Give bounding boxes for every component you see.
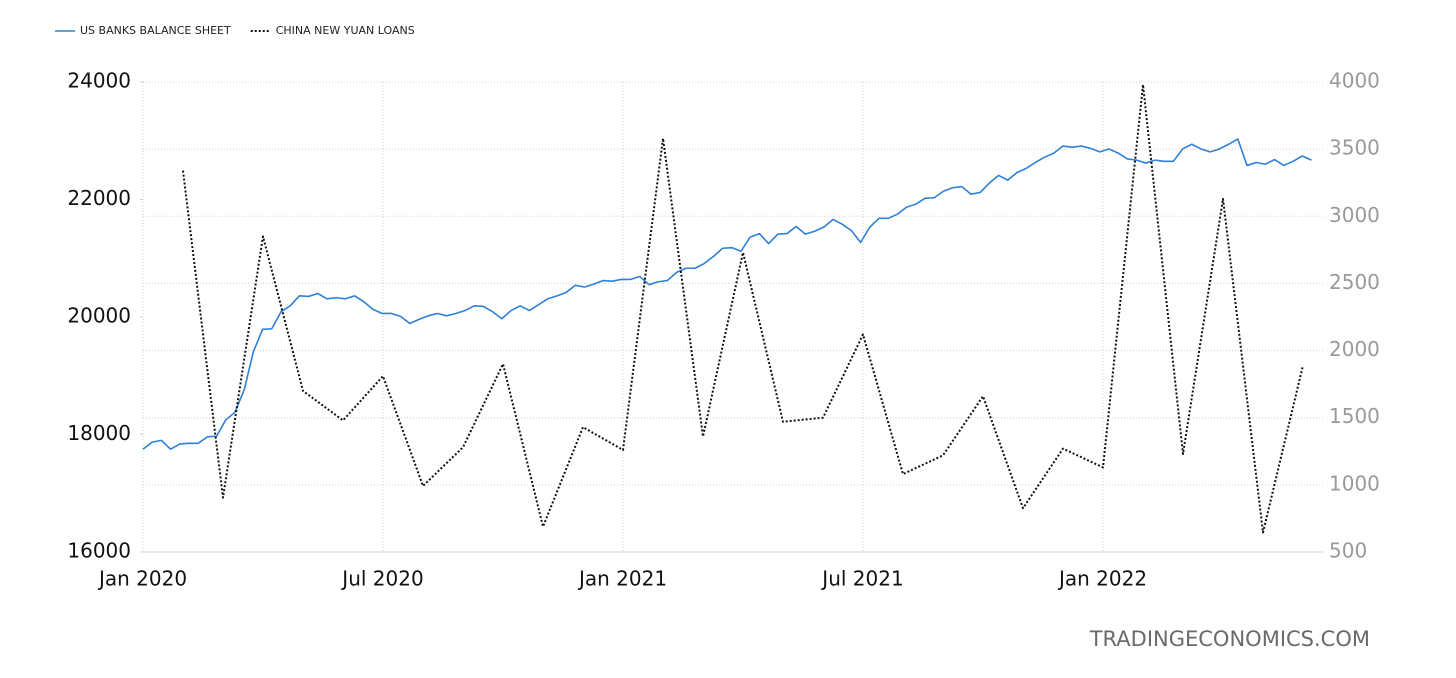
x-tick-label: Jul 2020 bbox=[340, 567, 423, 591]
y2-tick-label: 2000 bbox=[1329, 337, 1380, 361]
y2-tick-label: 1000 bbox=[1329, 471, 1380, 495]
x-tick-label: Jan 2020 bbox=[97, 567, 187, 591]
y-tick-label: 24000 bbox=[67, 69, 131, 93]
source-watermark: TRADINGECONOMICS.COM bbox=[1089, 627, 1370, 651]
y-tick-label: 16000 bbox=[67, 539, 131, 563]
x-tick-label: Jan 2022 bbox=[1057, 567, 1147, 591]
y-tick-label: 20000 bbox=[67, 304, 131, 328]
y2-tick-label: 1500 bbox=[1329, 404, 1380, 428]
y2-tick-label: 3000 bbox=[1329, 203, 1380, 227]
x-tick-label: Jul 2021 bbox=[820, 567, 903, 591]
x-tick-label: Jan 2021 bbox=[577, 567, 667, 591]
y-tick-label: 22000 bbox=[67, 186, 131, 210]
y2-tick-label: 2500 bbox=[1329, 270, 1380, 294]
y2-tick-label: 500 bbox=[1329, 539, 1367, 563]
y-tick-label: 18000 bbox=[67, 421, 131, 445]
legend-label: CHINA NEW YUAN LOANS bbox=[276, 24, 415, 37]
legend-label: US BANKS BALANCE SHEET bbox=[80, 24, 231, 37]
series-line bbox=[182, 83, 1304, 534]
y2-tick-label: 4000 bbox=[1329, 69, 1380, 93]
series-line bbox=[142, 138, 1312, 450]
y2-tick-label: 3500 bbox=[1329, 136, 1380, 160]
